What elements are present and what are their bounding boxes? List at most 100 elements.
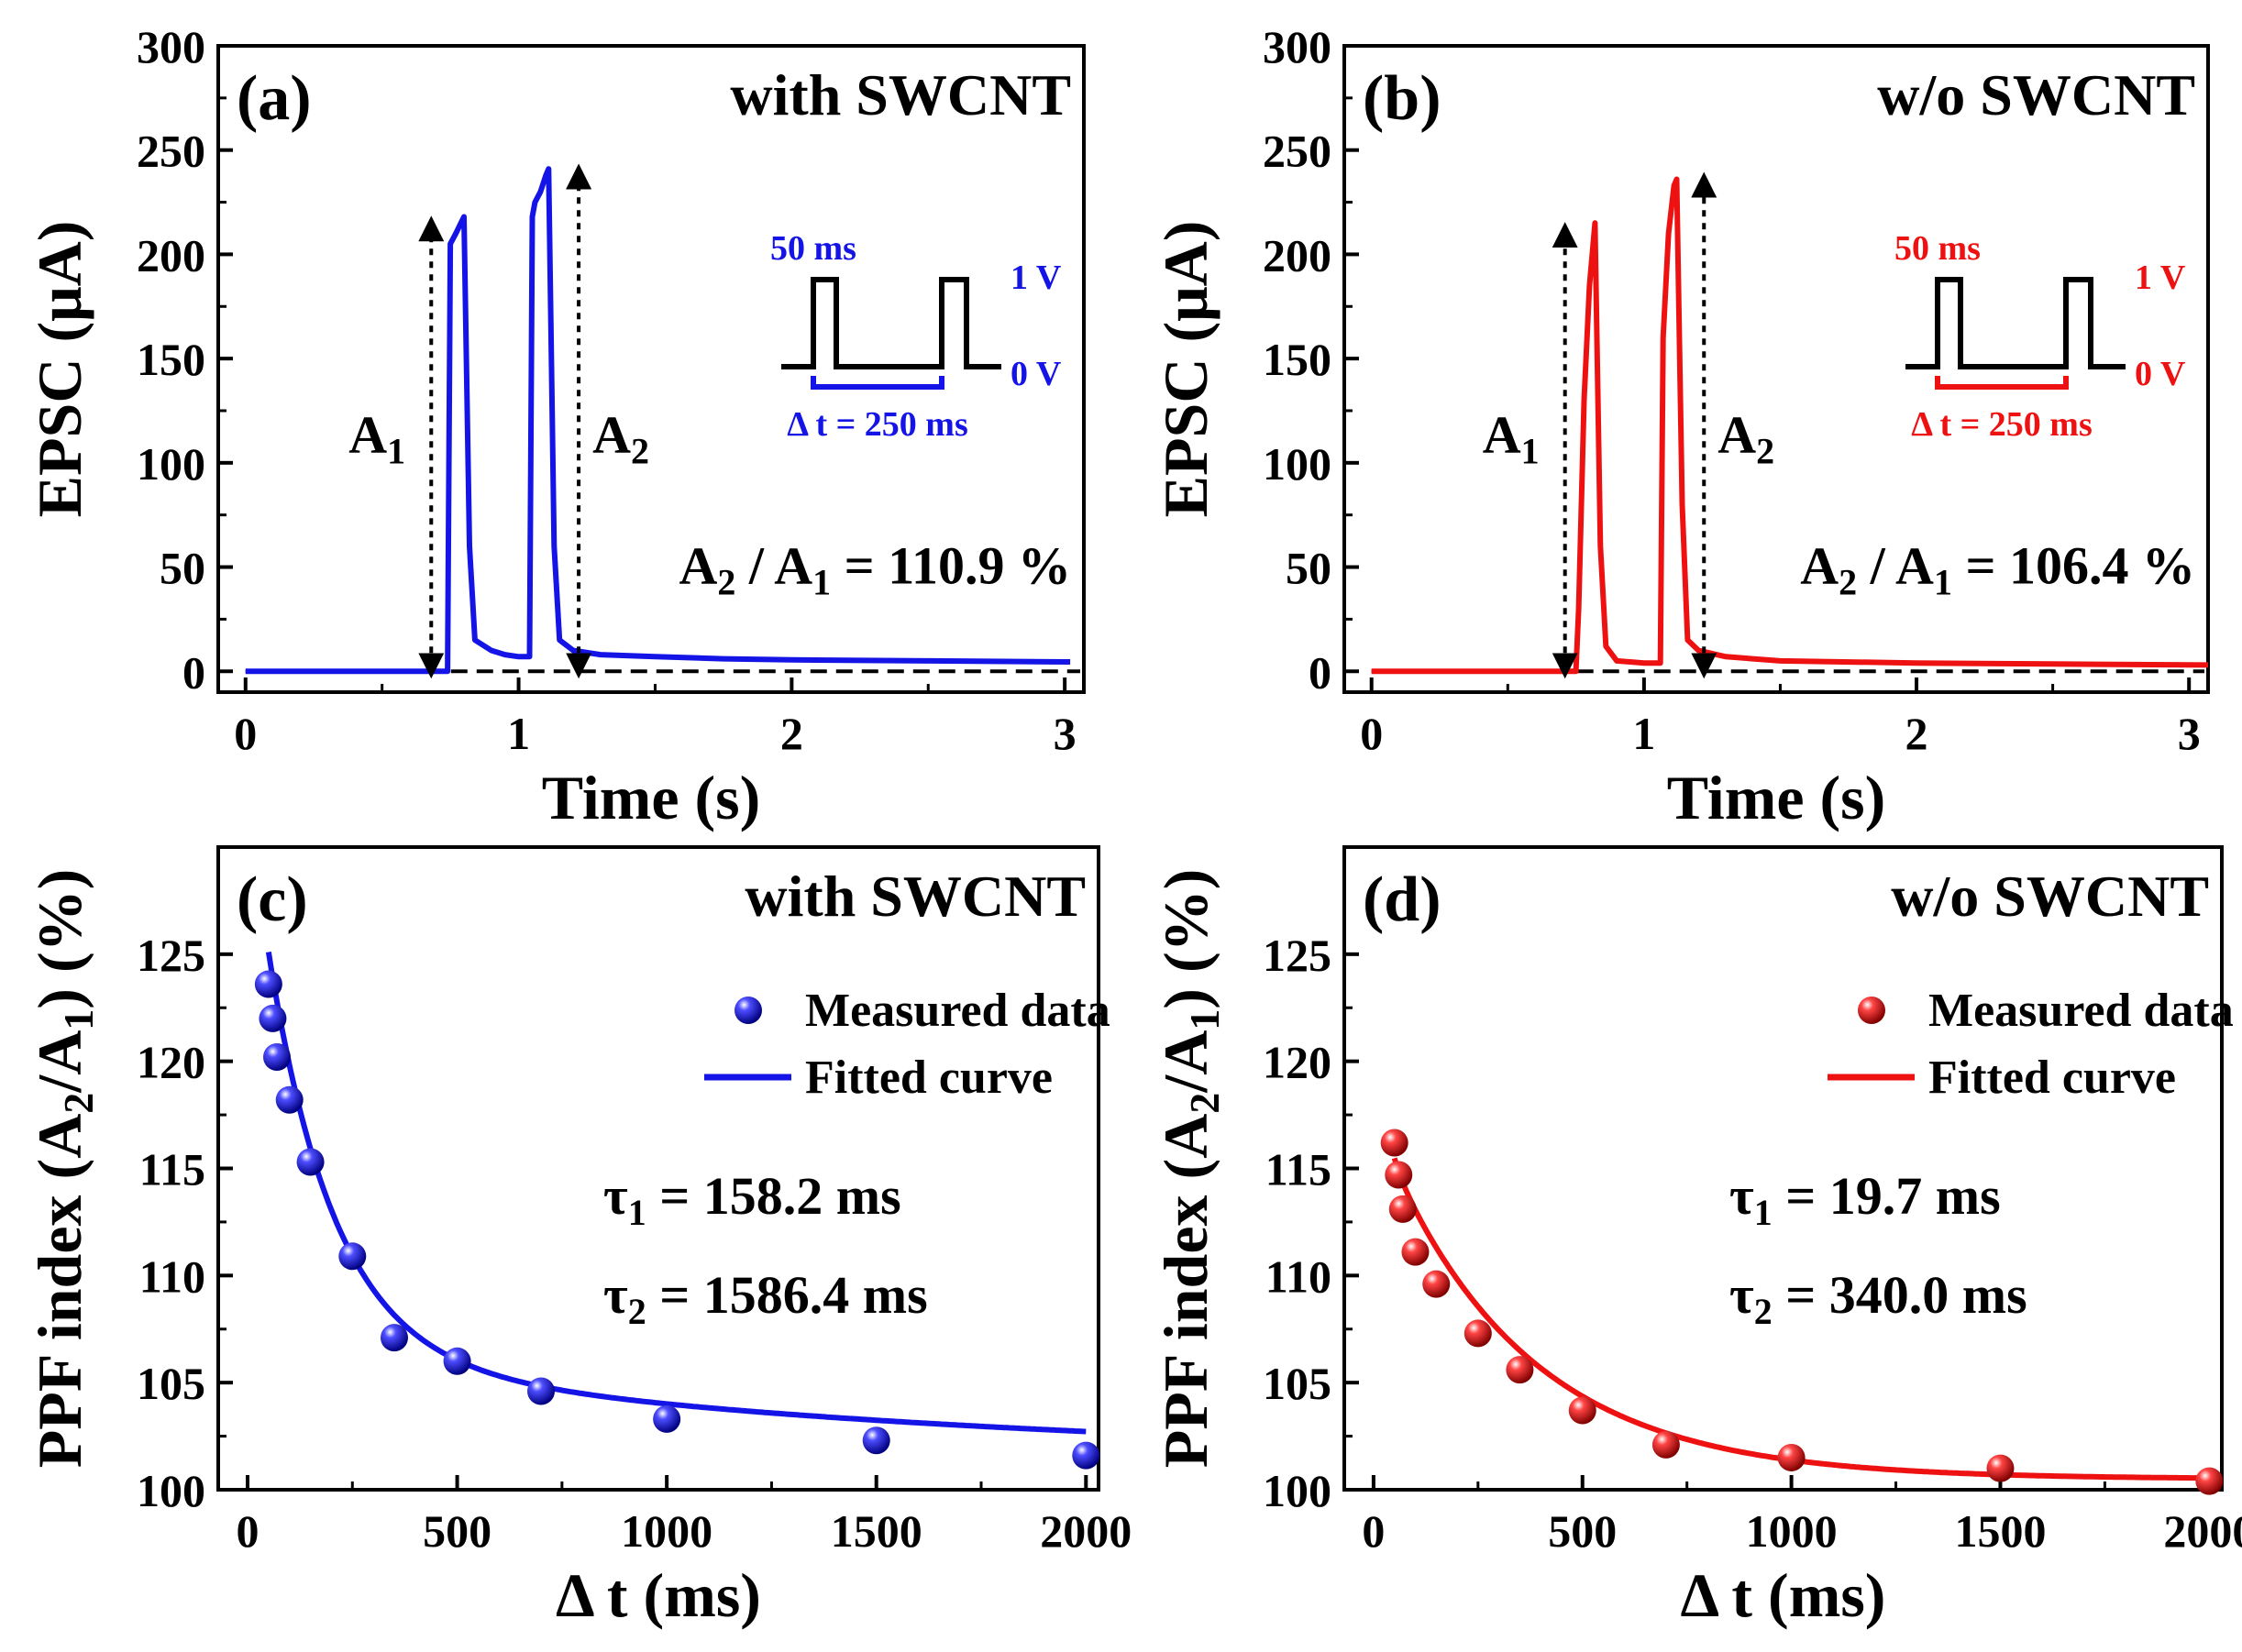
x-tick-label: 3 <box>2178 708 2201 759</box>
y-tick-label: 300 <box>137 21 205 72</box>
subscript: 2 <box>1754 1291 1773 1332</box>
panel-b: 0 1 2 3 0 50 100 150 200 250 300 Time (s) EPSC (μA) (… <box>1151 21 2210 832</box>
x-tick-label: 500 <box>1548 1505 1617 1557</box>
ratio-part: A <box>1800 536 1839 596</box>
subscript: 2 <box>55 1093 102 1114</box>
measured-data-point <box>259 1004 287 1032</box>
measured-data-point <box>263 1042 291 1071</box>
subscript: 1 <box>387 430 405 471</box>
x-tick-label: 2 <box>780 708 803 759</box>
measured-data-point <box>338 1242 367 1271</box>
measured-data-point <box>653 1404 681 1433</box>
y-tick-label: 100 <box>137 1465 205 1516</box>
legend-marker-measured <box>1858 997 1885 1024</box>
fitted-curve-line <box>265 952 1087 1435</box>
x-tick-label: 0 <box>234 708 257 759</box>
pulse-width-label: 50 ms <box>1894 229 1981 268</box>
x-tick-label: 0 <box>1362 1505 1385 1557</box>
measured-data-point <box>1401 1238 1430 1266</box>
subscript: 2 <box>717 562 735 603</box>
x-axis-label: Time (s) <box>1667 763 1886 832</box>
subscript: 2 <box>1839 562 1857 603</box>
measured-data-point <box>1072 1441 1100 1470</box>
subscript: 1 <box>55 1009 102 1030</box>
tau-symbol: τ <box>603 1265 628 1325</box>
pulse-waveform <box>781 277 1001 369</box>
tau-annotation: τ2 = 1586.4 ms <box>603 1265 928 1332</box>
y-tick-label: 120 <box>1263 1037 1331 1088</box>
y-tick-label: 250 <box>137 126 205 177</box>
x-tick-label: 500 <box>423 1505 491 1557</box>
label-main: A <box>348 404 387 464</box>
subscript: 2 <box>631 430 649 471</box>
legend-measured-label: Measured data <box>1928 985 2234 1037</box>
ratio-part: A <box>774 536 812 596</box>
amplitude-label: A2 <box>1717 404 1774 471</box>
measured-data-point <box>1568 1396 1596 1425</box>
tau-annotation: τ1 = 158.2 ms <box>603 1166 901 1233</box>
panel-title: with SWCNT <box>745 864 1086 929</box>
label-main: A <box>1717 404 1756 464</box>
x-axis-label: Time (s) <box>542 763 761 832</box>
epsc-series-line <box>245 166 1071 675</box>
subscript: 1 <box>812 562 831 603</box>
measured-data-point <box>1385 1161 1413 1189</box>
panel-c: 0 500 1000 1500 2000 100 105 110 115 120 125 Δ t (m… <box>25 845 1132 1630</box>
y-tick-label: 100 <box>137 438 205 490</box>
measured-data-point <box>527 1377 555 1405</box>
y-tick-label: 110 <box>139 1250 205 1302</box>
panel-d: 0 500 1000 1500 2000 100 105 110 115 120 125 Δ t (m… <box>1151 845 2242 1630</box>
measured-data-point <box>254 970 282 998</box>
pulse-waveform <box>1905 277 2126 369</box>
y-axis-label: PPF index (A2/A1) (%) <box>25 869 102 1469</box>
interval-label: Δ t = 250 ms <box>787 405 967 444</box>
measured-data-point <box>1651 1430 1680 1459</box>
measured-data-point <box>1506 1356 1534 1384</box>
measured-data-point <box>1422 1270 1451 1298</box>
y-tick-label: 105 <box>137 1358 205 1409</box>
measured-data-point <box>1986 1454 2015 1482</box>
x-axis-label: Δ t (ms) <box>1681 1560 1886 1630</box>
y-tick-label: 100 <box>1263 1465 1331 1516</box>
legend-marker-measured <box>734 997 762 1024</box>
panel-title: with SWCNT <box>730 62 1071 127</box>
tau-value: = 19.7 ms <box>1773 1166 2001 1226</box>
x-tick-label: 0 <box>1360 708 1383 759</box>
measured-data-point <box>1388 1195 1417 1223</box>
label-part: PPF index (A <box>25 1114 94 1469</box>
tau-value: = 340.0 ms <box>1773 1265 2027 1325</box>
subscript: 1 <box>628 1192 646 1233</box>
x-tick-label: 1 <box>1632 708 1655 759</box>
subscript: 2 <box>628 1291 646 1332</box>
label-main: A <box>1483 404 1521 464</box>
subscript: 1 <box>1754 1192 1773 1233</box>
y-tick-label: 250 <box>1263 126 1331 177</box>
epsc-series-line <box>1371 176 2209 675</box>
tau-symbol: τ <box>603 1166 628 1226</box>
label-main: A <box>592 404 631 464</box>
y-tick-label: 50 <box>1286 543 1331 594</box>
x-tick-label: 1 <box>507 708 530 759</box>
ratio-part: A <box>1895 536 1934 596</box>
y-axis-label: EPSC (μA) <box>1151 221 1220 518</box>
plot-frame <box>1342 44 2210 694</box>
panel-letter: (a) <box>237 63 312 134</box>
y-axis-label: PPF index (A2/A1) (%) <box>1151 869 1228 1469</box>
x-tick-label: 1000 <box>1746 1505 1838 1557</box>
plot-frame <box>216 44 1086 694</box>
measured-data-point <box>443 1347 471 1375</box>
y-axis-label: EPSC (μA) <box>25 221 94 518</box>
x-tick-label: 2 <box>1905 708 1928 759</box>
tau-annotation: τ2 = 340.0 ms <box>1729 1265 2027 1332</box>
y-tick-label: 100 <box>1263 438 1331 490</box>
y-tick-label: 50 <box>160 543 205 594</box>
ratio-annotation: A2 / A1 = 106.4 % <box>1800 536 2195 603</box>
tau-annotation: τ1 = 19.7 ms <box>1729 1166 2001 1233</box>
x-tick-label: 1000 <box>621 1505 712 1557</box>
x-tick-label: 0 <box>237 1505 260 1557</box>
amplitude-label: A1 <box>348 404 405 471</box>
y-tick-label: 115 <box>139 1144 205 1195</box>
measured-data-point <box>296 1148 325 1176</box>
legend-measured-label: Measured data <box>805 985 1110 1037</box>
x-axis-label: Δ t (ms) <box>556 1560 761 1630</box>
